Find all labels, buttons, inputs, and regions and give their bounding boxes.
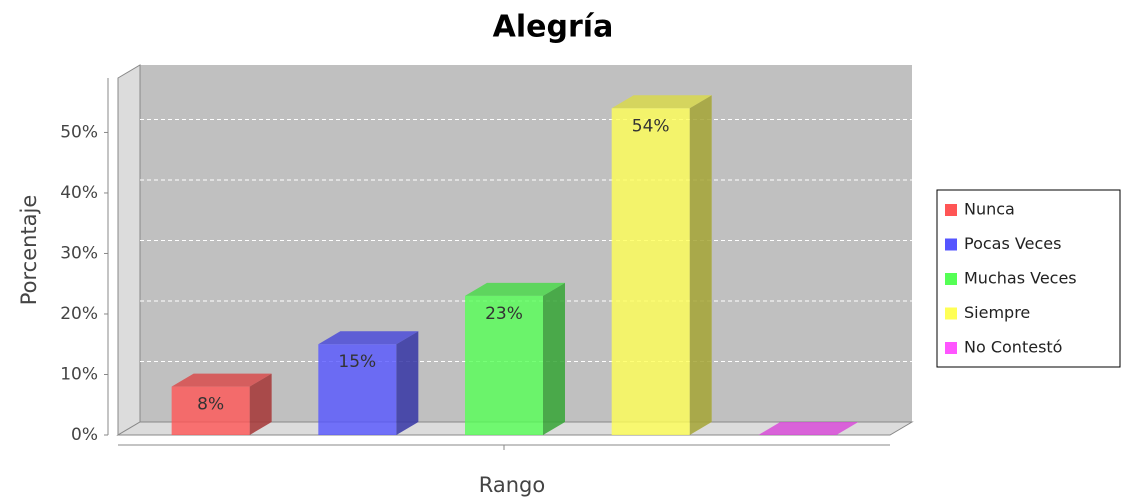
y-tick-label: 50%	[60, 122, 98, 142]
legend-label: Muchas Veces	[964, 269, 1077, 288]
bar-face	[318, 331, 419, 345]
chart-title: Alegría	[493, 10, 614, 45]
bar-face	[543, 282, 565, 435]
y-tick-label: 0%	[71, 425, 98, 445]
bar-face	[396, 331, 419, 435]
value-label: 8%	[197, 395, 224, 415]
bar	[318, 331, 419, 435]
bar-shade	[249, 373, 272, 435]
back-wall	[140, 65, 912, 422]
bar	[611, 95, 712, 435]
bar	[465, 282, 565, 435]
y-tick-label: 10%	[60, 364, 98, 384]
legend-label: Siempre	[964, 303, 1030, 322]
bar-shade	[611, 95, 712, 109]
bar-shade	[758, 422, 859, 435]
bar-face	[465, 282, 565, 296]
bar-shade	[465, 282, 565, 296]
legend-label: Nunca	[964, 200, 1015, 219]
legend-swatch	[945, 204, 957, 216]
x-axis-label: Rango	[479, 473, 546, 497]
y-tick-label: 30%	[60, 243, 98, 263]
bar-face	[249, 373, 272, 435]
bar-shade	[396, 331, 419, 435]
bar-shade	[171, 373, 272, 387]
y-tick-label: 40%	[60, 183, 98, 203]
bar-face	[465, 295, 543, 435]
legend-swatch	[945, 238, 957, 251]
value-label: 15%	[338, 352, 376, 372]
legend	[936, 189, 1121, 368]
value-label: 23%	[485, 304, 523, 324]
legend-swatch	[945, 342, 957, 354]
legend-label: No Contestó	[964, 338, 1062, 357]
bar-face	[611, 95, 712, 109]
bar-face	[171, 373, 272, 387]
bar-face	[611, 108, 690, 435]
legend-swatch	[945, 307, 957, 320]
y-axis-label: Porcentaje	[17, 195, 41, 306]
bar-shade	[689, 95, 712, 435]
bar-shade	[318, 331, 419, 345]
legend-label: Pocas Veces	[964, 234, 1061, 253]
bar	[758, 422, 859, 435]
bar-face	[689, 95, 712, 435]
bar	[171, 373, 272, 435]
legend-swatch	[945, 273, 957, 285]
bar-shade	[543, 282, 565, 435]
value-label: 54%	[632, 116, 670, 136]
bar-face	[758, 422, 859, 435]
side-wall	[117, 64, 141, 436]
bar-face	[318, 344, 397, 435]
bar-face	[171, 386, 250, 435]
y-tick-label: 20%	[60, 304, 98, 324]
